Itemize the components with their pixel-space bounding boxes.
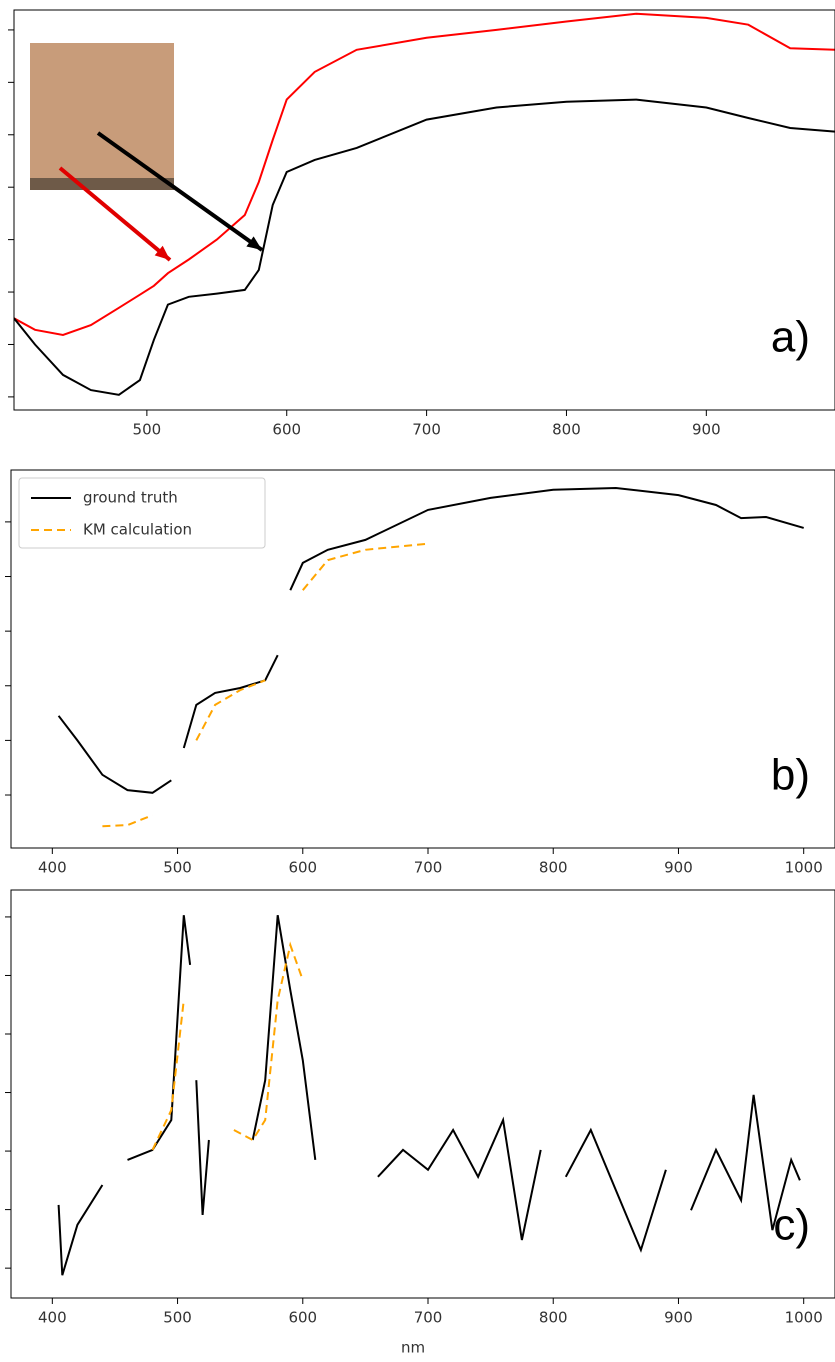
- x-tick-label: 800: [539, 859, 568, 877]
- plot-area: [57, 486, 804, 826]
- data-line: [14, 98, 835, 396]
- legend-box: [18, 477, 266, 549]
- panel-label: a): [771, 313, 810, 362]
- legend-label: ground truth: [83, 489, 178, 507]
- data-line: [102, 541, 803, 826]
- x-tick-label: 600: [288, 1309, 317, 1327]
- x-tick-label: 600: [272, 421, 301, 439]
- x-tick-label: 700: [412, 421, 441, 439]
- legend-label: KM calculation: [83, 521, 192, 539]
- x-tick-label: 1000: [785, 1309, 823, 1327]
- x-tick-label: 700: [414, 859, 443, 877]
- panel-label: b): [771, 751, 810, 800]
- panel-label: c): [773, 1201, 810, 1250]
- arrow-head: [246, 236, 262, 250]
- arrow-shaft: [96, 131, 264, 252]
- x-tick-label: 500: [133, 421, 162, 439]
- x-tick-label: 400: [38, 1309, 67, 1327]
- x-tick-label: 1000: [785, 859, 823, 877]
- plot-area: [14, 12, 835, 396]
- inset-photo-edge: [30, 178, 174, 190]
- x-tick-label: 400: [38, 859, 67, 877]
- plot-area: [57, 915, 804, 1276]
- x-tick-label: 500: [163, 859, 192, 877]
- x-axis-label: nm: [401, 1339, 425, 1357]
- data-line: [57, 915, 801, 1276]
- axes-frame: [10, 889, 835, 1299]
- x-tick-label: 800: [552, 421, 581, 439]
- data-line: [57, 486, 804, 794]
- axes-frame: [13, 9, 835, 411]
- x-tick-label: 700: [414, 1309, 443, 1327]
- axes-frame: [10, 469, 835, 849]
- x-tick-label: 900: [664, 1309, 693, 1327]
- x-tick-label: 800: [539, 1309, 568, 1327]
- data-line: [14, 12, 835, 337]
- arrow-head: [154, 245, 170, 260]
- inset-photo: [30, 43, 174, 190]
- x-tick-label: 600: [288, 859, 317, 877]
- x-tick-label: 500: [163, 1309, 192, 1327]
- x-tick-label: 900: [664, 859, 693, 877]
- x-tick-label: 900: [692, 421, 721, 439]
- data-line: [153, 945, 804, 1163]
- arrow-shaft: [58, 166, 172, 262]
